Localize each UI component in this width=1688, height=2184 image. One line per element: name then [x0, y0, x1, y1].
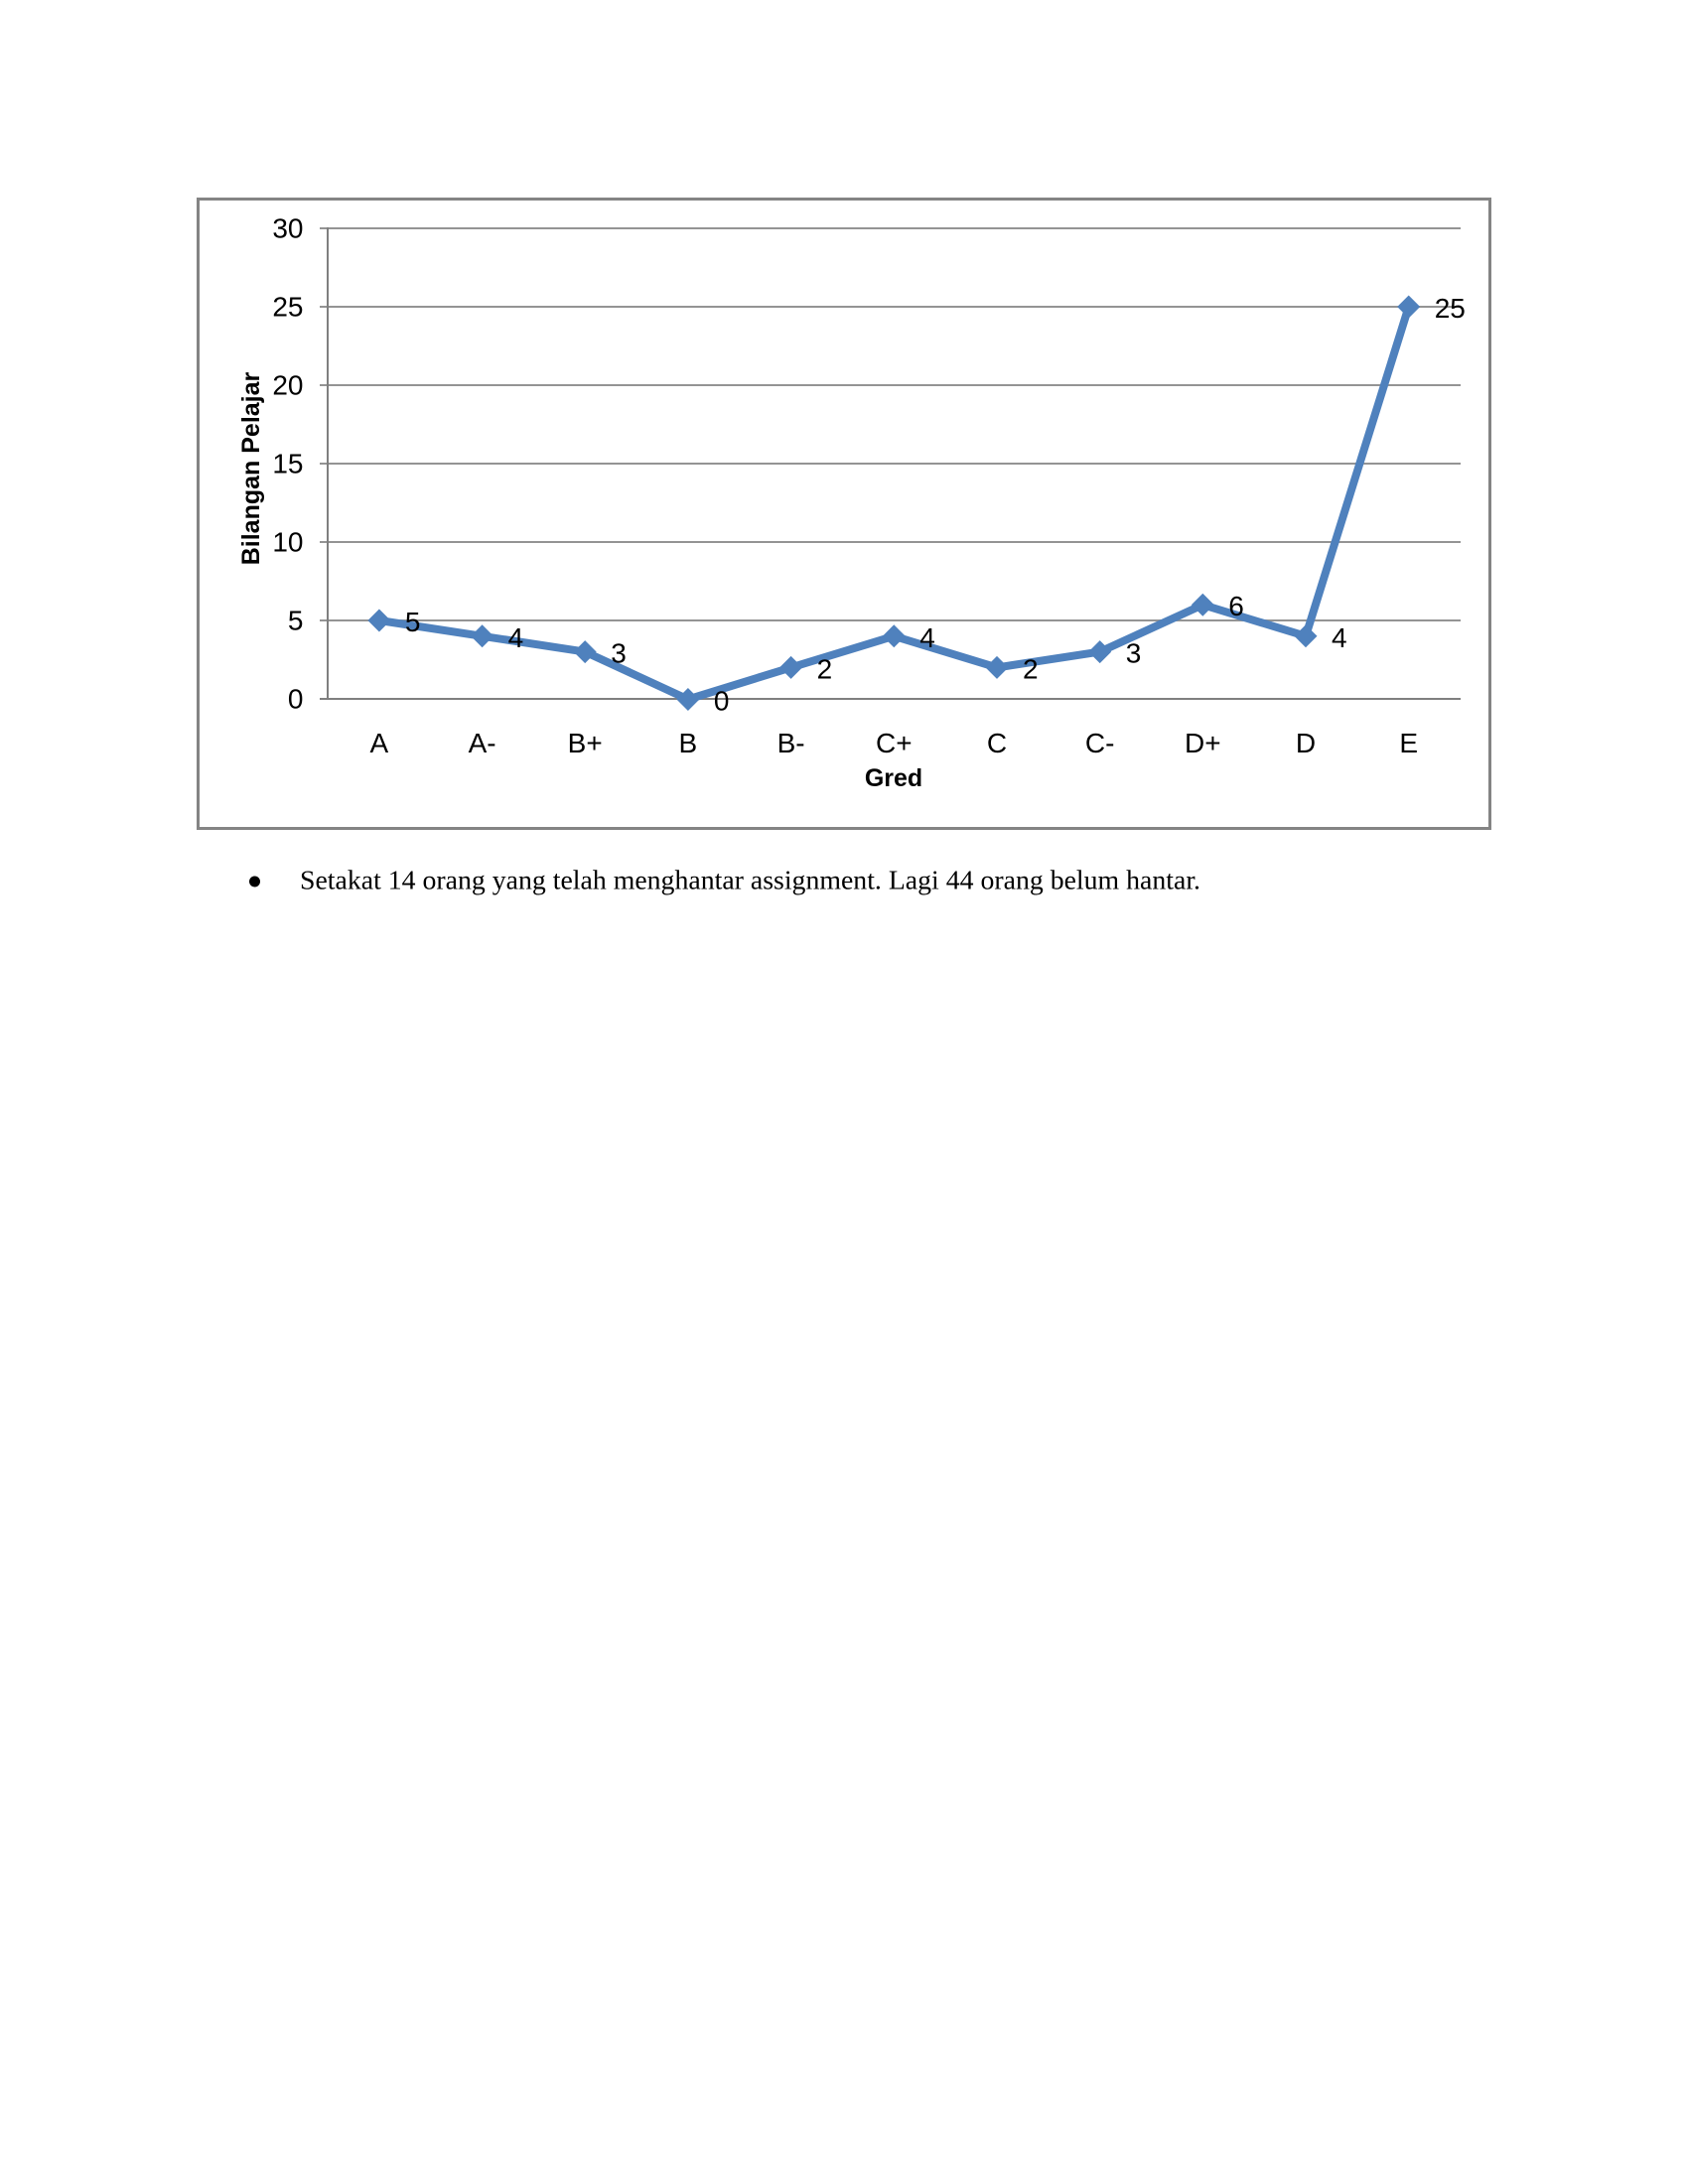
svg-text:25: 25 — [272, 292, 303, 323]
svg-text:10: 10 — [272, 527, 303, 558]
svg-text:D+: D+ — [1185, 728, 1221, 758]
svg-text:A: A — [370, 728, 389, 758]
svg-text:5: 5 — [288, 606, 304, 636]
svg-text:5: 5 — [405, 607, 421, 637]
svg-text:C+: C+ — [876, 728, 913, 758]
svg-text:2: 2 — [817, 653, 833, 684]
svg-text:30: 30 — [272, 213, 303, 244]
svg-text:4: 4 — [1332, 622, 1347, 653]
svg-text:15: 15 — [272, 449, 303, 479]
svg-text:E: E — [1399, 728, 1418, 758]
svg-text:20: 20 — [272, 370, 303, 401]
svg-text:B-: B- — [777, 728, 805, 758]
svg-text:4: 4 — [919, 622, 935, 653]
svg-text:C: C — [987, 728, 1007, 758]
svg-text:A-: A- — [469, 728, 496, 758]
svg-text:B+: B+ — [568, 728, 603, 758]
svg-text:D: D — [1296, 728, 1316, 758]
svg-text:B: B — [679, 728, 698, 758]
svg-text:3: 3 — [611, 638, 627, 669]
svg-text:C-: C- — [1085, 728, 1115, 758]
svg-text:Setakat 14 orang yang telah me: Setakat 14 orang yang telah menghantar a… — [300, 866, 1200, 896]
svg-text:Bilangan Pelajar: Bilangan Pelajar — [237, 371, 265, 565]
svg-text:6: 6 — [1228, 591, 1244, 621]
svg-text:0: 0 — [288, 684, 304, 715]
svg-text:Gred: Gred — [865, 764, 922, 792]
svg-text:4: 4 — [508, 622, 524, 653]
svg-text:25: 25 — [1435, 293, 1466, 324]
svg-text:3: 3 — [1126, 638, 1142, 669]
svg-text:0: 0 — [714, 686, 730, 717]
svg-text:2: 2 — [1023, 653, 1039, 684]
